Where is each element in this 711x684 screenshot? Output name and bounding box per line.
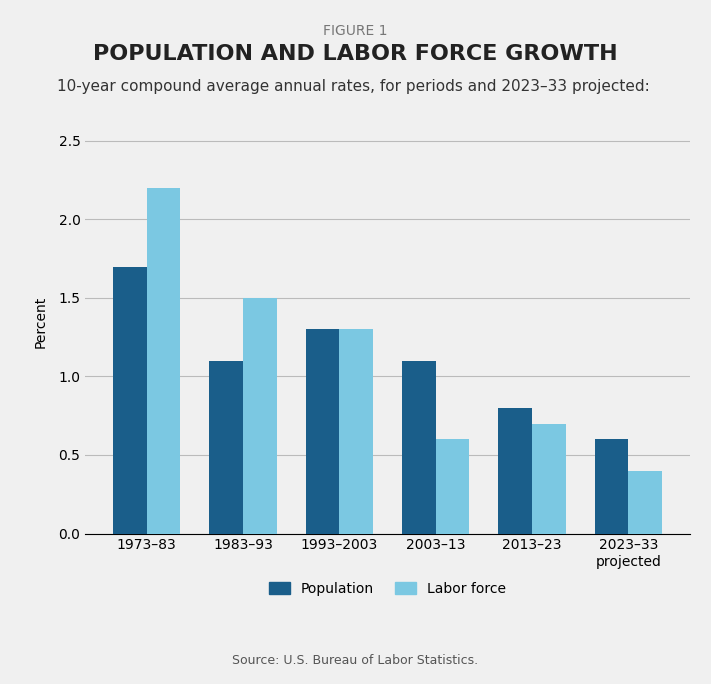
Bar [498, 408, 532, 534]
Text: POPULATION AND LABOR FORCE GROWTH: POPULATION AND LABOR FORCE GROWTH [93, 44, 618, 64]
Bar [146, 188, 181, 534]
Bar [629, 471, 662, 534]
Bar [402, 360, 436, 534]
Bar [306, 329, 339, 534]
Text: FIGURE 1: FIGURE 1 [324, 24, 387, 38]
Text: 10-year compound average annual rates, for periods and 2023–33 projected:: 10-year compound average annual rates, f… [57, 79, 650, 94]
Bar [339, 329, 373, 534]
Legend: Population, Labor force: Population, Labor force [262, 575, 513, 603]
Bar [113, 267, 146, 534]
Bar [436, 439, 469, 534]
Bar [209, 360, 243, 534]
Bar [594, 439, 629, 534]
Bar [532, 423, 566, 534]
Bar [243, 298, 277, 534]
Y-axis label: Percent: Percent [33, 295, 48, 347]
Text: Source: U.S. Bureau of Labor Statistics.: Source: U.S. Bureau of Labor Statistics. [232, 654, 479, 667]
